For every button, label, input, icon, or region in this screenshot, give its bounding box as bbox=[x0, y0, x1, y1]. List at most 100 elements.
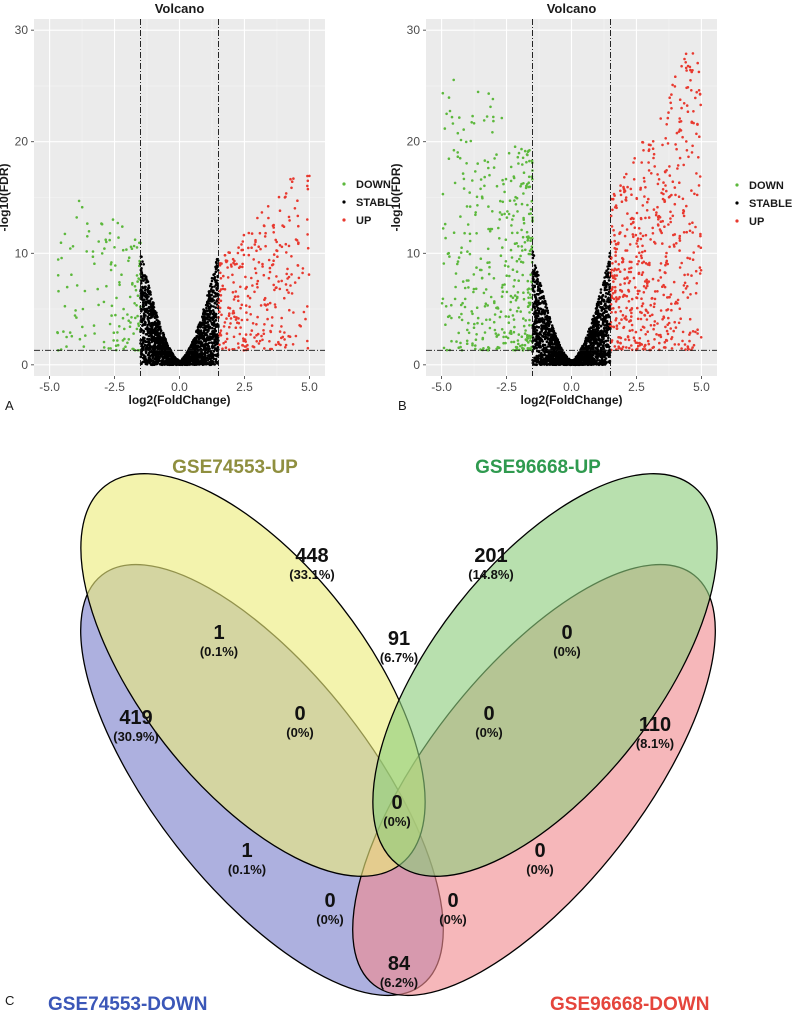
data-point-stable bbox=[201, 337, 204, 340]
data-point-stable bbox=[203, 324, 206, 327]
data-point-up bbox=[271, 324, 274, 327]
data-point-stable bbox=[599, 296, 602, 299]
data-point-stable bbox=[546, 337, 549, 340]
data-point-down bbox=[501, 179, 504, 182]
data-point-down bbox=[506, 216, 509, 219]
data-point-stable bbox=[149, 291, 152, 294]
data-point-up bbox=[247, 247, 250, 250]
data-point-stable bbox=[596, 357, 599, 360]
data-point-stable bbox=[143, 339, 146, 342]
data-point-stable bbox=[592, 336, 595, 339]
data-point-up bbox=[686, 149, 689, 152]
data-point-down bbox=[477, 317, 480, 320]
data-point-up bbox=[612, 229, 615, 232]
data-point-stable bbox=[198, 356, 201, 359]
data-point-up bbox=[651, 314, 654, 317]
data-point-stable bbox=[546, 364, 549, 367]
data-point-up bbox=[283, 297, 286, 300]
data-point-down bbox=[122, 249, 125, 252]
data-point-up bbox=[699, 175, 702, 178]
data-point-stable bbox=[210, 310, 213, 313]
data-point-up bbox=[663, 225, 666, 228]
data-point-down bbox=[65, 345, 68, 348]
data-point-stable bbox=[164, 342, 167, 345]
data-point-up bbox=[674, 143, 677, 146]
data-point-stable bbox=[210, 283, 213, 286]
data-point-up bbox=[658, 342, 661, 345]
data-point-down bbox=[470, 310, 473, 313]
data-point-down bbox=[511, 256, 514, 259]
data-point-stable bbox=[538, 351, 541, 354]
data-point-down bbox=[511, 218, 514, 221]
data-point-up bbox=[284, 196, 287, 199]
data-point-up bbox=[612, 307, 615, 310]
data-point-up bbox=[687, 110, 690, 113]
data-point-down bbox=[456, 151, 459, 154]
data-point-up bbox=[655, 333, 658, 336]
data-point-up bbox=[221, 285, 224, 288]
data-point-stable bbox=[608, 283, 611, 286]
data-point-up bbox=[692, 330, 695, 333]
data-point-up bbox=[225, 346, 228, 349]
data-point-down bbox=[447, 253, 450, 256]
data-point-up bbox=[626, 212, 629, 215]
data-point-up bbox=[306, 233, 309, 236]
data-point-down bbox=[475, 266, 478, 269]
data-point-stable bbox=[186, 357, 189, 360]
data-point-up bbox=[618, 263, 621, 266]
y-tick-label: 30 bbox=[15, 23, 29, 37]
data-point-up bbox=[244, 340, 247, 343]
data-point-up bbox=[665, 255, 668, 258]
data-point-stable bbox=[551, 328, 554, 331]
data-point-down bbox=[465, 162, 468, 165]
data-point-down bbox=[502, 183, 505, 186]
data-point-stable bbox=[606, 300, 609, 303]
data-point-stable bbox=[200, 351, 203, 354]
data-point-up bbox=[653, 324, 656, 327]
data-point-stable bbox=[149, 300, 152, 303]
data-point-up bbox=[688, 333, 691, 336]
data-point-up bbox=[268, 340, 271, 343]
data-point-stable bbox=[540, 284, 543, 287]
data-point-stable bbox=[584, 342, 587, 345]
data-point-down bbox=[452, 122, 455, 125]
data-point-stable bbox=[604, 303, 607, 306]
data-point-down bbox=[129, 296, 132, 299]
data-point-stable bbox=[194, 346, 197, 349]
data-point-stable bbox=[213, 342, 216, 345]
data-point-down bbox=[457, 332, 460, 335]
data-point-down bbox=[85, 250, 88, 253]
data-point-down bbox=[114, 264, 117, 267]
data-point-stable bbox=[211, 347, 214, 350]
data-point-up bbox=[672, 180, 675, 183]
data-point-down bbox=[69, 331, 72, 334]
data-point-stable bbox=[563, 359, 566, 362]
data-point-up bbox=[239, 286, 242, 289]
data-point-up bbox=[644, 186, 647, 189]
data-point-up bbox=[667, 333, 670, 336]
data-point-down bbox=[135, 304, 138, 307]
data-point-down bbox=[454, 182, 457, 185]
data-point-up bbox=[661, 220, 664, 223]
data-point-stable bbox=[541, 355, 544, 358]
data-point-stable bbox=[165, 363, 168, 366]
data-point-stable bbox=[163, 338, 166, 341]
data-point-down bbox=[500, 310, 503, 313]
data-point-down bbox=[528, 176, 531, 179]
data-point-up bbox=[220, 288, 223, 291]
data-point-stable bbox=[141, 273, 144, 276]
data-point-up bbox=[652, 157, 655, 160]
data-point-stable bbox=[592, 326, 595, 329]
data-point-up bbox=[239, 333, 242, 336]
data-point-stable bbox=[535, 347, 538, 350]
data-point-up bbox=[671, 347, 674, 350]
data-point-up bbox=[642, 271, 645, 274]
data-point-stable bbox=[157, 355, 160, 358]
data-point-stable bbox=[603, 276, 606, 279]
data-point-down bbox=[530, 208, 533, 211]
data-point-stable bbox=[208, 326, 211, 329]
data-point-up bbox=[653, 338, 656, 341]
data-point-down bbox=[487, 161, 490, 164]
data-point-stable bbox=[555, 358, 558, 361]
data-point-down bbox=[459, 342, 462, 345]
